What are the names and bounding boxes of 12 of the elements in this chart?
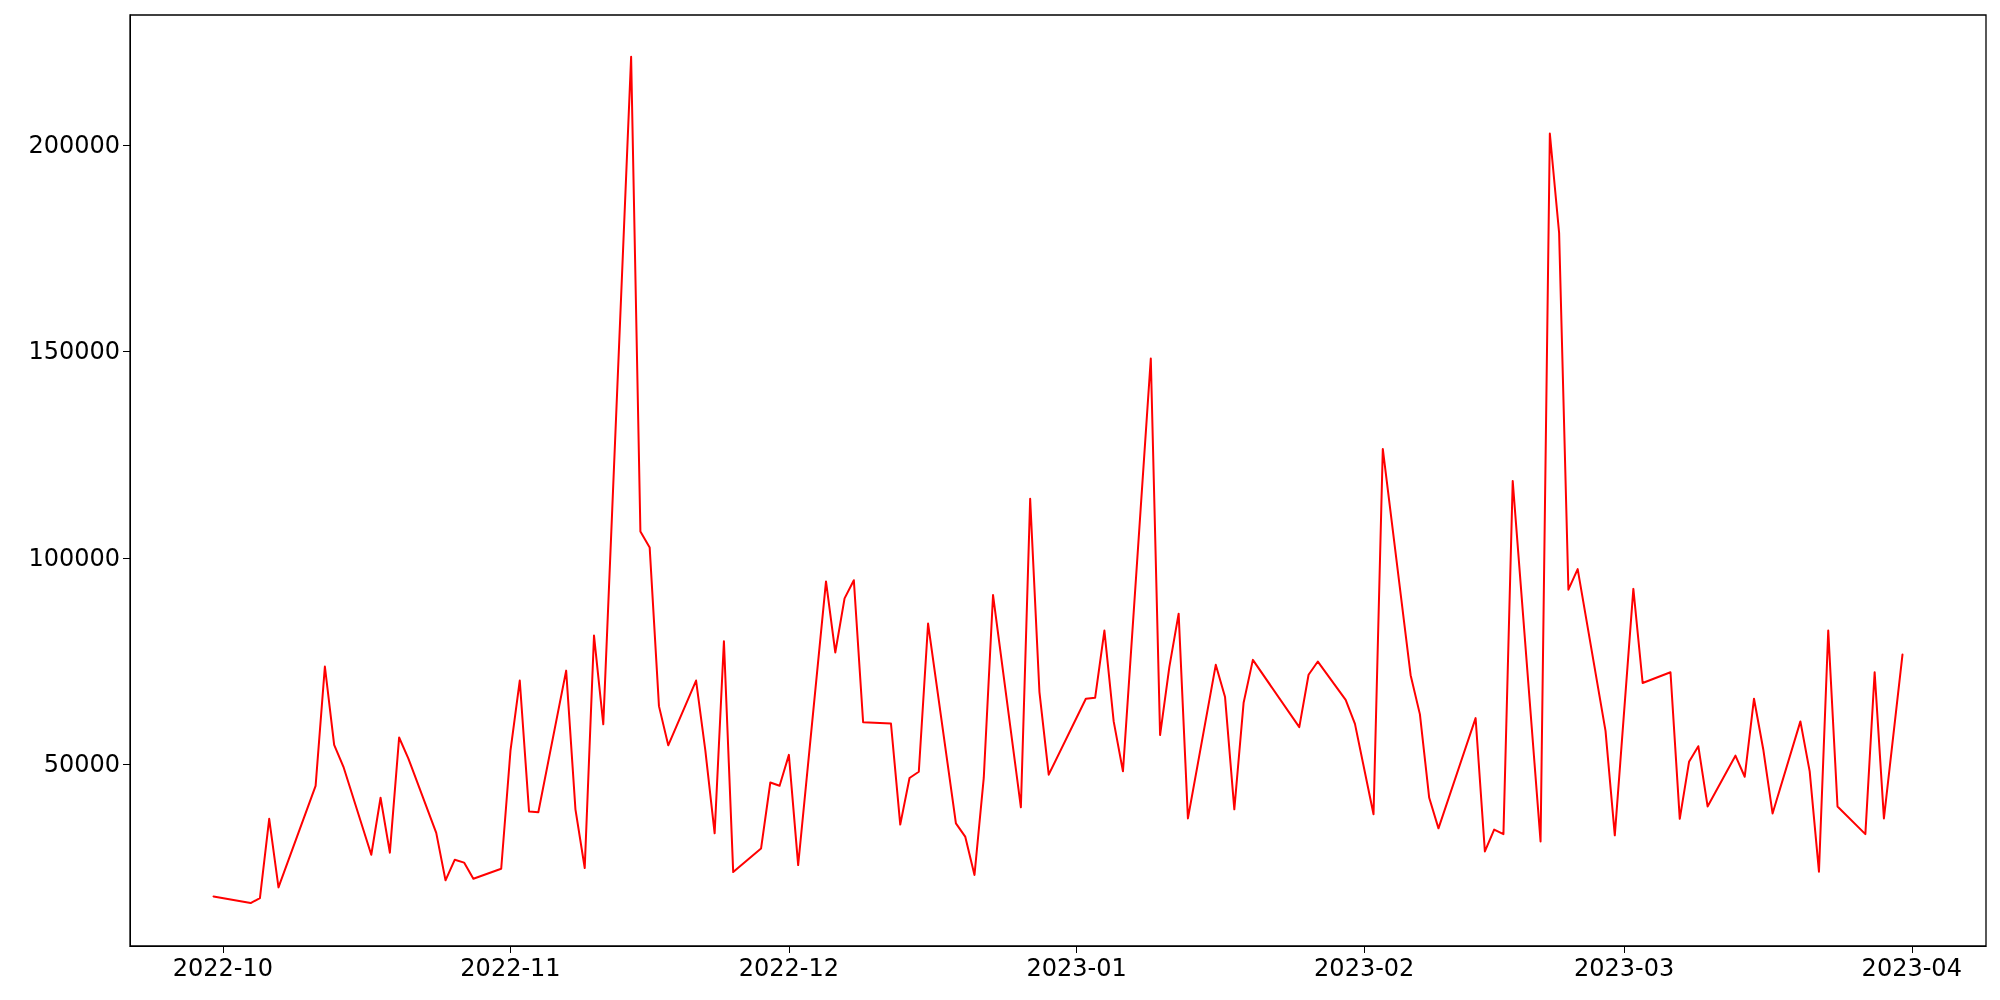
y-tick-label: 50000 — [43, 750, 120, 779]
x-tick-label: 2022-11 — [460, 954, 561, 982]
line-series — [212, 55, 1904, 905]
y-tick-label: 150000 — [28, 337, 120, 366]
x-tick-label: 2023-03 — [1573, 954, 1675, 982]
x-tick-label: 2023-01 — [1026, 954, 1127, 982]
y-tick-label: 200000 — [28, 131, 120, 160]
x-tick-label: 2023-02 — [1314, 954, 1415, 982]
y-tick-label: 100000 — [28, 543, 120, 572]
x-tick-label: 2022-10 — [172, 954, 273, 982]
x-tick-label: 2022-12 — [738, 954, 840, 982]
x-tick-label: 2023-04 — [1861, 954, 1962, 982]
